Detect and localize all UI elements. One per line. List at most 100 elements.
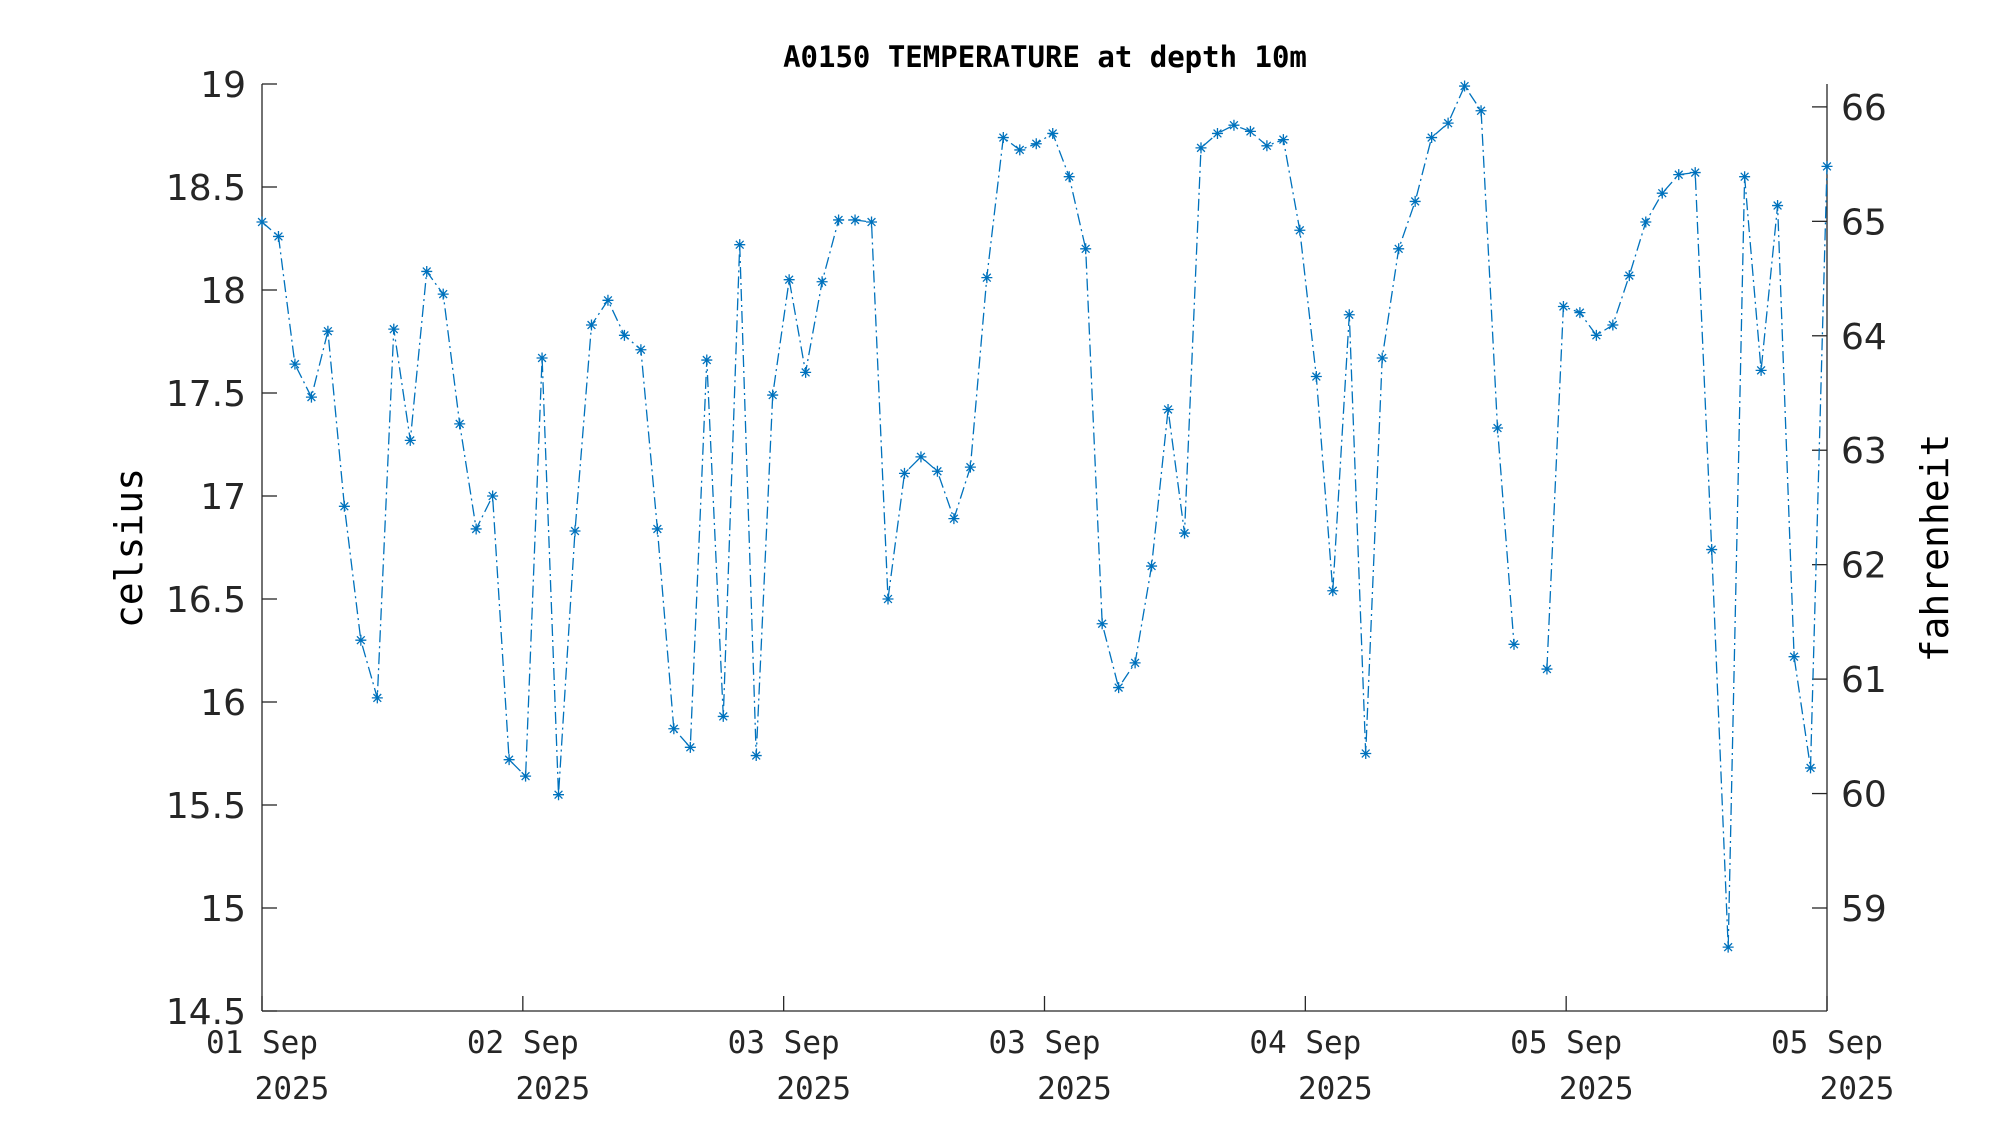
chart-title: A0150 TEMPERATURE at depth 10m bbox=[783, 40, 1307, 74]
data-point bbox=[1195, 142, 1207, 154]
data-point bbox=[1623, 270, 1635, 282]
data-point bbox=[338, 500, 350, 512]
y-tick-label: 18 bbox=[200, 271, 246, 312]
data-point bbox=[981, 272, 993, 284]
data-point bbox=[1656, 187, 1668, 199]
data-point bbox=[1739, 171, 1751, 183]
data-point bbox=[1113, 682, 1125, 694]
data-point bbox=[520, 770, 532, 782]
data-point bbox=[882, 593, 894, 605]
data-point bbox=[454, 418, 466, 430]
data-point bbox=[1689, 167, 1701, 179]
data-point bbox=[1261, 140, 1273, 152]
data-point bbox=[289, 358, 301, 370]
data-point bbox=[1244, 125, 1256, 137]
y-tick-label: 16.5 bbox=[166, 580, 246, 621]
data-point bbox=[833, 214, 845, 226]
data-point bbox=[1557, 300, 1569, 312]
data-point bbox=[635, 344, 647, 356]
data-point bbox=[1805, 762, 1817, 774]
y2-tick-label: 64 bbox=[1841, 317, 1887, 358]
data-point bbox=[1788, 651, 1800, 663]
data-point bbox=[404, 434, 416, 446]
x-tick-year: 2025 bbox=[255, 1071, 330, 1107]
data-point bbox=[1772, 200, 1784, 212]
data-point bbox=[1129, 657, 1141, 669]
data-point bbox=[800, 366, 812, 378]
x-tick-year: 2025 bbox=[1559, 1071, 1634, 1107]
data-point bbox=[618, 329, 630, 341]
data-point bbox=[734, 239, 746, 251]
data-point bbox=[1574, 307, 1586, 319]
y2-tick-label: 59 bbox=[1841, 889, 1887, 930]
data-point bbox=[1607, 319, 1619, 331]
data-point bbox=[1096, 618, 1108, 630]
data-point bbox=[898, 467, 910, 479]
data-point bbox=[1211, 127, 1223, 139]
data-point bbox=[783, 274, 795, 286]
y-tick-label: 16 bbox=[200, 683, 246, 724]
data-point bbox=[602, 294, 614, 306]
x-tick-date: 01 Sep bbox=[206, 1025, 318, 1061]
x-tick-year: 2025 bbox=[1820, 1071, 1895, 1107]
y2-tick-label: 65 bbox=[1841, 202, 1887, 243]
y2-tick-label: 66 bbox=[1841, 88, 1887, 129]
x-tick-year: 2025 bbox=[776, 1071, 851, 1107]
data-point bbox=[388, 323, 400, 335]
data-point bbox=[997, 132, 1009, 144]
data-point bbox=[1343, 309, 1355, 321]
data-point bbox=[421, 265, 433, 277]
y2-tick-label: 63 bbox=[1841, 431, 1887, 472]
data-point bbox=[651, 523, 663, 535]
data-point bbox=[1459, 80, 1471, 92]
y2-axis-label: fahrenheit bbox=[1913, 434, 1957, 663]
data-point bbox=[470, 523, 482, 535]
data-point bbox=[1047, 127, 1059, 139]
data-point bbox=[1228, 119, 1240, 131]
data-point bbox=[816, 276, 828, 288]
data-point bbox=[717, 710, 729, 722]
left-y-ticks: 19 18.5 18 17.5 17 16.5 16 15.5 15 14.5 bbox=[166, 65, 277, 1033]
data-point bbox=[322, 325, 334, 337]
data-point bbox=[1475, 105, 1487, 117]
data-point bbox=[1722, 941, 1734, 953]
x-tick-date: 03 Sep bbox=[728, 1025, 840, 1061]
temperature-series-line bbox=[261, 84, 1828, 948]
data-point bbox=[1442, 117, 1454, 129]
data-point bbox=[1409, 195, 1421, 207]
data-point bbox=[964, 461, 976, 473]
data-point bbox=[1162, 403, 1174, 415]
x-tick-date: 03 Sep bbox=[989, 1025, 1101, 1061]
data-point bbox=[1310, 371, 1322, 383]
data-point bbox=[668, 723, 680, 735]
data-point bbox=[750, 750, 762, 762]
data-point bbox=[1706, 544, 1718, 556]
data-point bbox=[1673, 169, 1685, 181]
y-tick-label: 17.5 bbox=[166, 374, 246, 415]
y-tick-label: 15 bbox=[200, 889, 246, 930]
data-point bbox=[1327, 585, 1339, 597]
data-point bbox=[256, 216, 268, 228]
data-point bbox=[585, 319, 597, 331]
data-point bbox=[1063, 171, 1075, 183]
x-tick-year: 2025 bbox=[516, 1071, 591, 1107]
data-point bbox=[1014, 144, 1026, 156]
x-tick-year: 2025 bbox=[1298, 1071, 1373, 1107]
data-point bbox=[503, 754, 515, 766]
data-point bbox=[1277, 134, 1289, 146]
data-point bbox=[1426, 132, 1438, 144]
data-point bbox=[684, 741, 696, 753]
data-point bbox=[1080, 243, 1092, 255]
data-point bbox=[437, 288, 449, 300]
data-point bbox=[931, 465, 943, 477]
y-axis-label: celsius bbox=[107, 468, 151, 628]
data-point bbox=[1492, 422, 1504, 434]
data-point bbox=[948, 513, 960, 525]
y-tick-label: 18.5 bbox=[166, 168, 246, 209]
data-point bbox=[1294, 224, 1306, 236]
data-point bbox=[569, 525, 581, 537]
y2-tick-label: 60 bbox=[1841, 775, 1887, 816]
data-point bbox=[272, 230, 284, 242]
x-tick-date: 05 Sep bbox=[1771, 1025, 1883, 1061]
